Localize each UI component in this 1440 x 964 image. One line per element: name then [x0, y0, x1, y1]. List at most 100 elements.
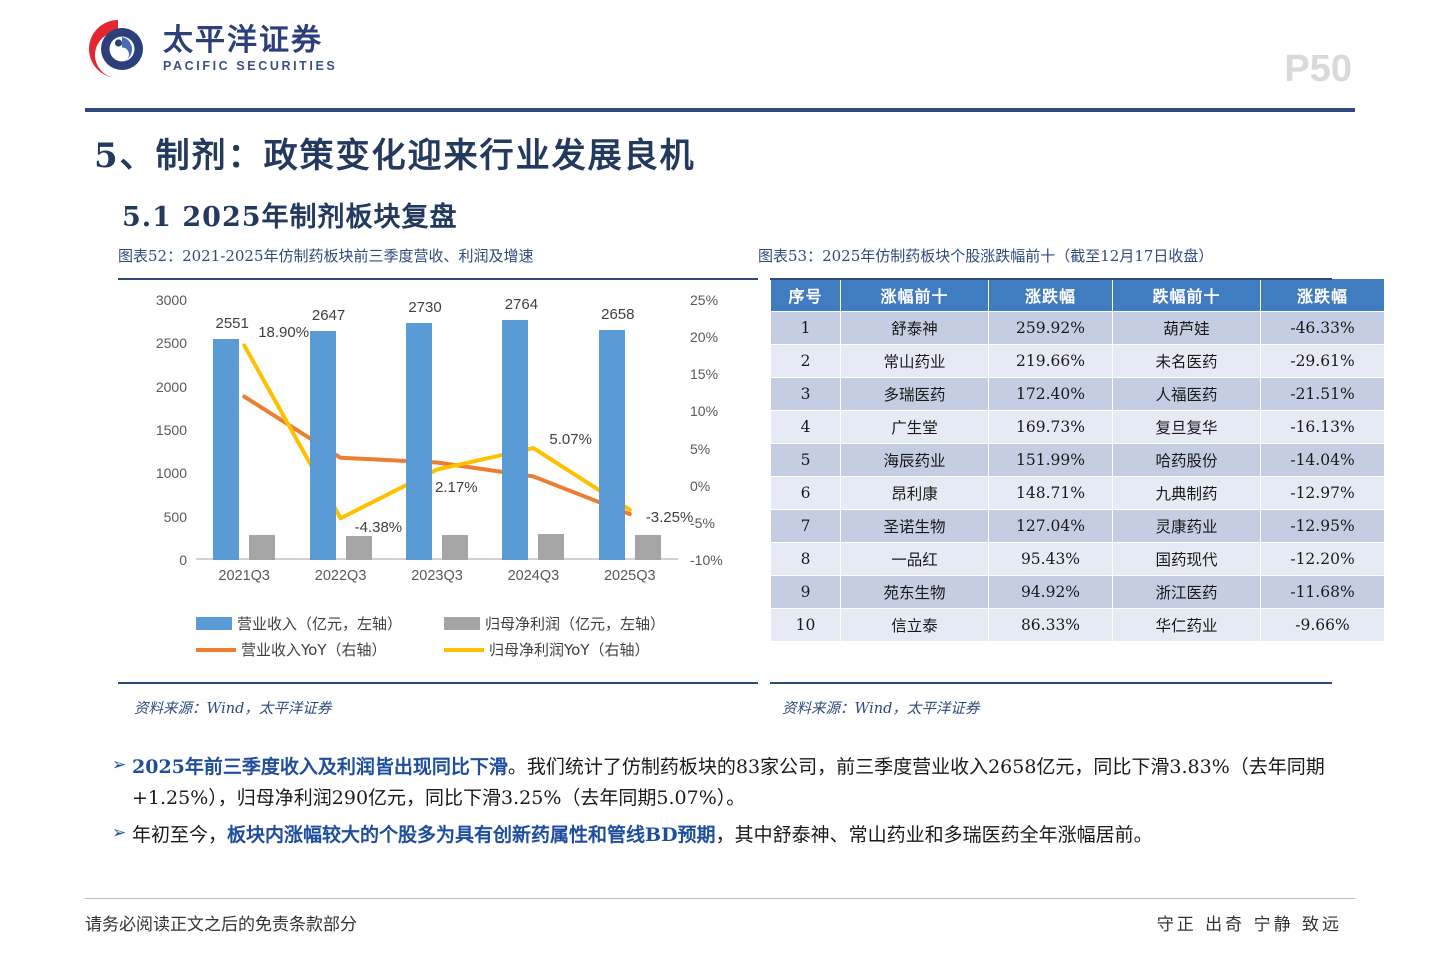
- figure-52-source: 资料来源：Wind，太平洋证券: [134, 701, 332, 717]
- table-row: 3 多瑞医药 172.40% 人福医药 -21.51%: [770, 377, 1385, 411]
- y-axis-left-tick: 1500: [155, 422, 187, 438]
- cell-loser-pct: -16.13%: [1260, 410, 1385, 444]
- bullet-item-2: ➢ 年初至今，板块内涨幅较大的个股多为具有创新药属性和管线BD预期，其中舒泰神、常…: [112, 820, 1347, 851]
- line-series-path: [242, 394, 632, 517]
- cell-gainer-name: 圣诺生物: [840, 509, 989, 543]
- bar-revenue: [598, 329, 625, 560]
- bar-revenue: [309, 330, 336, 560]
- table-top-rule: [770, 278, 1332, 280]
- logo-chinese-name: 太平洋证券: [163, 22, 323, 58]
- bullet-1-rest: 。我们统计了仿制药板块的83家公司，前三季度营业收入2658亿元，同比下滑3.8…: [132, 756, 1325, 809]
- table-col-gainers: 涨幅前十: [840, 278, 989, 312]
- legend-swatch-revenue-yoy: [196, 647, 236, 652]
- chart-plot-area: 0 500 1000 1500 2000 2500 3000 -10% -5% 0% 5% 10% 15…: [156, 292, 723, 584]
- figure-53-caption: 图表53：2025年仿制药板块个股涨跌幅前十（截至12月17日收盘）: [758, 247, 1214, 265]
- bullet-marker-1: ➢: [112, 755, 127, 775]
- y-axis-right-tick: -10%: [690, 552, 723, 568]
- cell-loser-pct: -14.04%: [1260, 443, 1385, 477]
- cell-loser-name: 未名医药: [1112, 344, 1261, 378]
- bar-profit: [634, 534, 661, 560]
- legend-swatch-revenue: [196, 617, 232, 630]
- cell-gainer-pct: 219.66%: [988, 344, 1113, 378]
- chart-top-rule: [118, 278, 758, 280]
- y-axis-right-tick: 15%: [690, 366, 719, 383]
- bar-value-label: 2551: [215, 314, 249, 332]
- x-axis-tick: 2022Q3: [314, 568, 367, 584]
- cell-loser-name: 国药现代: [1112, 542, 1261, 576]
- logo-english-name: PACIFIC SECURITIES: [163, 59, 338, 74]
- cell-gainer-pct: 169.73%: [988, 410, 1113, 444]
- cell-gainer-pct: 95.43%: [988, 542, 1113, 576]
- cell-gainer-name: 昂利康: [840, 476, 989, 510]
- legend-label-profit: 归母净利润（亿元，左轴）: [485, 615, 666, 633]
- cell-gainer-name: 苑东生物: [840, 575, 989, 609]
- cell-loser-pct: -9.66%: [1260, 608, 1385, 642]
- footer-divider: [85, 898, 1355, 899]
- legend-swatch-profit-yoy: [444, 647, 484, 652]
- table-row: 4 广生堂 169.73% 复旦复华 -16.13%: [770, 410, 1385, 444]
- cell-loser-name: 复旦复华: [1112, 410, 1261, 444]
- cell-gainer-name: 多瑞医药: [840, 377, 989, 411]
- line-point-label: 2.17%: [435, 478, 478, 496]
- footer-slogan: 守正 出奇 宁静 致远: [1156, 915, 1342, 935]
- cell-gainer-pct: 94.92%: [988, 575, 1113, 609]
- cell-loser-name: 浙江医药: [1112, 575, 1261, 609]
- cell-loser-name: 葫芦娃: [1112, 311, 1261, 345]
- chart-line-series: [242, 343, 632, 521]
- company-logo: 太平洋证券 PACIFIC SECURITIES: [85, 16, 337, 82]
- cell-gainer-pct: 259.92%: [988, 311, 1113, 345]
- bar-revenue: [213, 338, 240, 560]
- y-axis-right-tick: 5%: [690, 440, 711, 457]
- figure-52-chart: 0 500 1000 1500 2000 2500 3000 -10% -5% 0% 5% 10% 15…: [118, 278, 758, 684]
- cell-loser-pct: -12.97%: [1260, 476, 1385, 510]
- y-axis-left-tick: 0: [179, 552, 187, 568]
- table-col-index: 序号: [770, 278, 841, 312]
- legend-item-revenue: 营业收入（亿元，左轴）: [196, 613, 444, 634]
- bullet-marker-2: ➢: [112, 822, 127, 843]
- cell-gainer-pct: 127.04%: [988, 509, 1113, 543]
- cell-loser-pct: -29.61%: [1260, 344, 1385, 378]
- line-point-label: -3.25%: [645, 508, 694, 526]
- table-header-row: 序号 涨幅前十 涨跌幅 跌幅前十 涨跌幅: [770, 278, 1385, 312]
- y-axis-left-tick: 500: [163, 508, 187, 525]
- table-bottom-rule: [770, 682, 1332, 684]
- line-point-label: 18.90%: [258, 324, 310, 342]
- y-axis-right-tick: 25%: [690, 292, 719, 308]
- pacific-securities-logo-icon: [85, 16, 151, 82]
- y-axis-left-tick: 2500: [155, 335, 187, 352]
- header-divider: [85, 108, 1355, 112]
- y-axis-left-tick: 2000: [155, 378, 187, 395]
- bullet-item-1: ➢ 2025年前三季度收入及利润皆出现同比下滑。我们统计了仿制药板块的83家公司，…: [112, 752, 1347, 814]
- cell-index: 1: [770, 311, 841, 345]
- ranking-table: 序号 涨幅前十 涨跌幅 跌幅前十 涨跌幅 1 舒泰神 259.92% 葫芦娃 -46.3…: [770, 278, 1385, 642]
- subsection-title: 5.1 2025年制剂板块复盘: [122, 202, 458, 233]
- table-row: 1 舒泰神 259.92% 葫芦娃 -46.33%: [770, 311, 1385, 345]
- cell-gainer-pct: 151.99%: [988, 443, 1113, 477]
- legend-item-profit: 归母净利润（亿元，左轴）: [444, 613, 665, 634]
- cell-loser-pct: -12.20%: [1260, 542, 1385, 576]
- table-row: 8 一品红 95.43% 国药现代 -12.20%: [770, 542, 1385, 576]
- y-axis-right-tick: -5%: [690, 514, 715, 531]
- figure-53-table: 序号 涨幅前十 涨跌幅 跌幅前十 涨跌幅 1 舒泰神 259.92% 葫芦娃 -46.3…: [770, 278, 1385, 684]
- cell-loser-pct: -11.68%: [1260, 575, 1385, 609]
- cell-loser-pct: -46.33%: [1260, 311, 1385, 345]
- bar-profit: [442, 535, 468, 560]
- cell-loser-name: 华仁药业: [1112, 608, 1261, 642]
- chart-bottom-rule: [118, 682, 758, 684]
- line-series-path: [242, 343, 632, 521]
- x-axis-tick: 2025Q3: [603, 568, 656, 584]
- footer-disclaimer: 请务必阅读正文之后的免责条款部分: [85, 915, 357, 935]
- cell-gainer-pct: 86.33%: [988, 608, 1113, 642]
- bar-revenue: [502, 320, 529, 560]
- bar-profit: [345, 535, 372, 560]
- cell-gainer-pct: 148.71%: [988, 476, 1113, 510]
- bar-revenue: [406, 323, 432, 560]
- analysis-bullets: ➢ 2025年前三季度收入及利润皆出现同比下滑。我们统计了仿制药板块的83家公司，…: [112, 752, 1347, 856]
- y-axis-right-tick: 10%: [690, 403, 719, 420]
- legend-swatch-profit: [444, 617, 480, 630]
- cell-gainer-name: 海辰药业: [840, 443, 989, 477]
- table-col-loser-pct: 涨跌幅: [1260, 278, 1385, 312]
- cell-loser-name: 九典制药: [1112, 476, 1261, 510]
- legend-label-revenue: 营业收入（亿元，左轴）: [237, 615, 403, 633]
- cell-loser-pct: -12.95%: [1260, 509, 1385, 543]
